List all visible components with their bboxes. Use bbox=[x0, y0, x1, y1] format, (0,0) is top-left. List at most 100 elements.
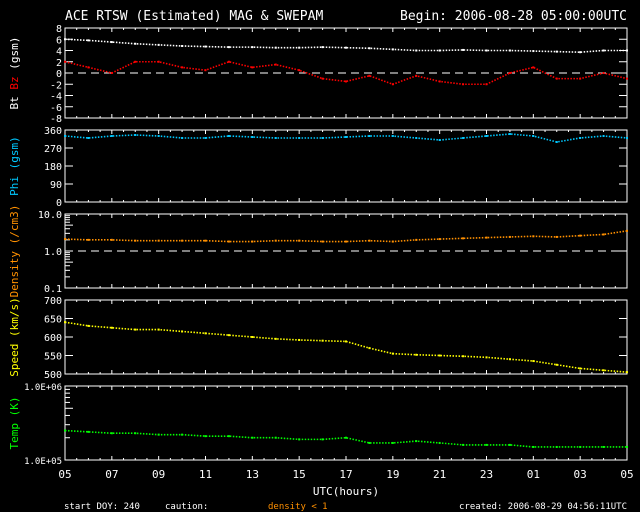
data-point-speed bbox=[321, 339, 324, 342]
created-time: created: 2006-08-29 04:56:11UTC bbox=[459, 502, 627, 512]
data-point-temp bbox=[298, 438, 301, 441]
y-axis-label: Bt Bz (gsm) bbox=[8, 37, 21, 110]
data-point-speed bbox=[227, 334, 230, 337]
data-point-bz bbox=[532, 66, 535, 69]
data-point-bz bbox=[508, 72, 511, 74]
x-tick-label: 11 bbox=[199, 468, 212, 481]
x-tick-label: 07 bbox=[105, 468, 118, 481]
data-point-temp bbox=[157, 433, 160, 436]
data-point-speed bbox=[110, 326, 113, 329]
data-point-bz bbox=[110, 72, 113, 74]
data-point-temp bbox=[345, 436, 347, 439]
data-point-bz bbox=[321, 77, 324, 80]
data-point-speed bbox=[532, 360, 535, 363]
data-point-phi bbox=[321, 137, 324, 139]
data-point-phi bbox=[110, 135, 113, 137]
chart-title: ACE RTSW (Estimated) MAG & SWEPAM bbox=[65, 9, 323, 24]
panel-speed: 700 650 600 550 500 Speed (km/s) bbox=[8, 296, 628, 381]
data-point-density bbox=[321, 240, 324, 243]
begin-time: Begin: 2006-08-28 05:00:00UTC bbox=[400, 9, 627, 24]
data-point-density bbox=[274, 239, 277, 242]
data-point-phi bbox=[64, 135, 66, 137]
x-tick-label: 05 bbox=[58, 468, 71, 481]
x-tick-label: 15 bbox=[293, 468, 306, 481]
data-point-speed bbox=[87, 324, 90, 327]
data-point-bz bbox=[555, 77, 558, 80]
caution-density-note: density < 1 bbox=[268, 502, 328, 512]
data-point-bt bbox=[134, 42, 137, 45]
data-point-phi bbox=[391, 135, 394, 137]
data-point-phi bbox=[274, 137, 277, 139]
data-point-phi bbox=[508, 133, 511, 135]
y-axis-label-part: (gsm) bbox=[8, 37, 21, 77]
y-axis-label: Density (/cm3) bbox=[8, 205, 21, 298]
data-point-bt bbox=[532, 50, 535, 53]
data-point-bt bbox=[462, 48, 465, 51]
data-point-density bbox=[110, 238, 113, 241]
data-point-density bbox=[227, 240, 230, 243]
y-axis-label-part: Phi bbox=[8, 176, 21, 196]
data-point-bt bbox=[274, 46, 277, 49]
data-point-density bbox=[579, 234, 582, 237]
data-point-bt bbox=[345, 46, 347, 49]
data-point-bt bbox=[555, 50, 558, 53]
y-tick-label: 1.0E+05 bbox=[24, 457, 62, 467]
data-point-bz bbox=[579, 77, 582, 80]
data-point-speed bbox=[64, 321, 66, 324]
data-point-bt bbox=[110, 41, 113, 44]
y-axis-label-part: Temp bbox=[8, 423, 21, 450]
y-tick-label: -4 bbox=[50, 92, 62, 103]
x-axis-label: UTC(hours) bbox=[313, 485, 379, 498]
data-point-temp bbox=[227, 435, 230, 438]
data-point-temp bbox=[64, 429, 66, 432]
data-point-speed bbox=[251, 336, 254, 338]
data-point-bz bbox=[626, 77, 628, 80]
data-point-speed bbox=[485, 356, 488, 359]
data-point-bz bbox=[415, 74, 418, 77]
x-tick-label: 17 bbox=[339, 468, 352, 481]
y-axis-label: Speed (km/s) bbox=[8, 297, 21, 376]
y-tick-label: 270 bbox=[44, 144, 62, 155]
data-point-bt bbox=[64, 38, 66, 41]
data-point-bt bbox=[368, 47, 371, 50]
data-point-bt bbox=[204, 45, 207, 48]
data-point-phi bbox=[227, 135, 230, 137]
data-point-density bbox=[415, 238, 418, 241]
data-point-bz bbox=[157, 60, 160, 63]
y-axis-label-part: Bz bbox=[8, 76, 21, 96]
y-tick-label: 700 bbox=[44, 296, 62, 307]
x-tick-label: 21 bbox=[433, 468, 446, 481]
y-axis-label-part: (km/s) bbox=[8, 297, 21, 343]
data-point-bt bbox=[298, 46, 301, 49]
data-point-density bbox=[626, 229, 628, 232]
start-doy: start DOY: 240 bbox=[64, 502, 140, 512]
data-point-density bbox=[64, 238, 66, 241]
data-point-bz bbox=[345, 80, 347, 83]
data-point-density bbox=[87, 238, 90, 241]
data-point-density bbox=[508, 235, 511, 238]
data-point-speed bbox=[508, 358, 511, 361]
data-point-temp bbox=[532, 445, 535, 448]
data-point-speed bbox=[181, 330, 184, 333]
data-point-temp bbox=[485, 443, 488, 446]
data-point-bz bbox=[251, 66, 254, 69]
data-point-temp bbox=[251, 436, 254, 439]
y-axis-label-part: Bt bbox=[8, 96, 21, 109]
data-point-density bbox=[438, 238, 441, 241]
data-point-bt bbox=[508, 49, 511, 52]
x-tick-label: 23 bbox=[480, 468, 493, 481]
data-point-phi bbox=[415, 137, 418, 139]
data-point-bt bbox=[602, 49, 605, 52]
data-point-bt bbox=[251, 46, 254, 49]
data-point-temp bbox=[508, 443, 511, 446]
data-point-phi bbox=[345, 136, 347, 138]
y-tick-label: 360 bbox=[44, 126, 62, 137]
caution-label: caution: bbox=[165, 502, 208, 512]
data-point-bz bbox=[368, 74, 371, 77]
y-axis-label-part: (K) bbox=[8, 397, 21, 424]
data-point-density bbox=[204, 239, 207, 242]
y-tick-label: 0 bbox=[56, 69, 62, 80]
